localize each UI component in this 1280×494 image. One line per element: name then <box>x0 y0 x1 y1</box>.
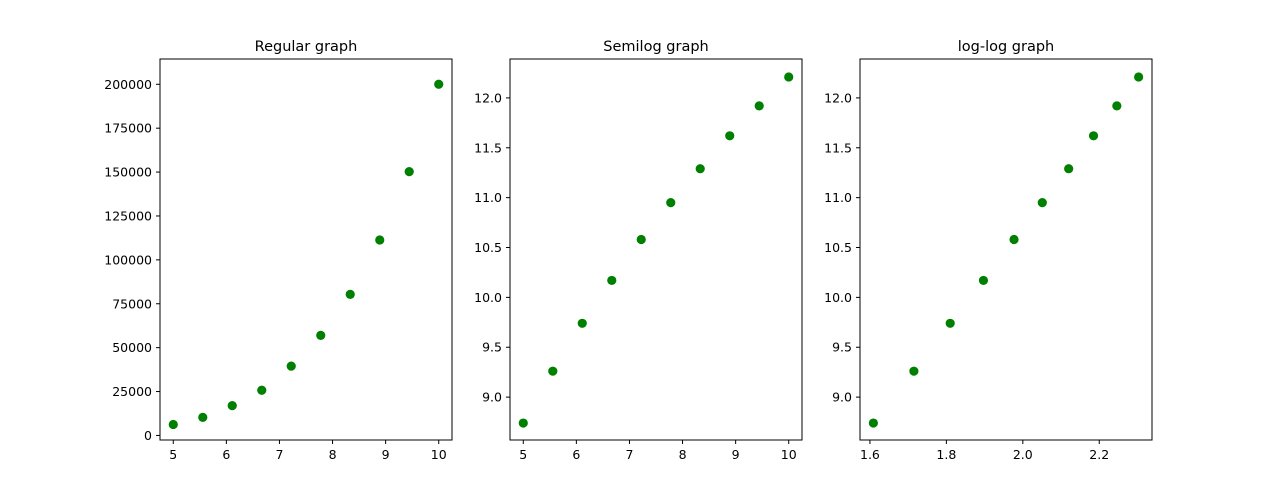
y-tick-label: 10.5 <box>474 240 502 255</box>
y-tick-label: 175000 <box>104 121 152 136</box>
data-point <box>978 275 989 286</box>
y-tick-label: 11.5 <box>824 140 852 155</box>
chart-title: log-log graph <box>958 39 1055 55</box>
y-tick-label: 50000 <box>112 340 152 355</box>
x-tick-label: 6 <box>572 447 580 462</box>
axes-frame <box>859 58 1153 441</box>
y-tick-label: 11.5 <box>474 140 502 155</box>
x-tick-label: 9 <box>732 447 740 462</box>
chart-title: Regular graph <box>255 39 358 55</box>
data-point <box>754 101 764 111</box>
regular-graph-panel: Regular graph 5 6 7 8 9 10 0 25000 50000 75000 100… <box>104 39 453 462</box>
data-point <box>577 318 587 328</box>
data-point <box>695 164 705 174</box>
y-tick-label: 9.0 <box>832 390 852 405</box>
data-point <box>636 234 646 245</box>
data-point <box>198 412 208 422</box>
y-tick-label: 10.0 <box>474 290 502 305</box>
x-tick-label: 8 <box>679 447 687 462</box>
data-point <box>607 275 617 286</box>
axes-frame <box>159 58 453 441</box>
data-point <box>784 72 794 82</box>
y-tick-label: 100000 <box>104 252 152 267</box>
x-tick-label: 7 <box>625 447 633 462</box>
y-tick-label: 9.0 <box>482 390 502 405</box>
y-tick-label: 11.0 <box>474 190 502 205</box>
data-point <box>434 79 444 89</box>
y-tick-label: 10.5 <box>824 240 852 255</box>
x-tick-label: 10 <box>781 447 797 462</box>
x-tick-label: 8 <box>329 447 337 462</box>
data-point <box>1037 198 1047 208</box>
x-tick-label: 5 <box>169 447 177 462</box>
x-tick-label: 2.0 <box>1013 447 1033 462</box>
data-point <box>257 385 267 395</box>
y-tick-label: 9.5 <box>482 340 502 355</box>
data-point <box>375 235 385 245</box>
data-point <box>286 361 296 371</box>
semilog-graph-panel: Semilog graph 5 6 7 8 9 10 9.0 9.5 10.0 10.5 11.0 1… <box>474 39 803 462</box>
x-tick-label: 9 <box>382 447 390 462</box>
y-tick-label: 125000 <box>104 208 152 223</box>
y-tick-label: 200000 <box>104 77 152 92</box>
data-point <box>945 318 955 328</box>
data-point <box>666 198 676 208</box>
data-point <box>1112 101 1122 111</box>
data-point <box>1064 164 1074 174</box>
data-point <box>168 419 178 430</box>
data-point <box>1088 131 1099 141</box>
x-tick-label: 1.6 <box>860 447 880 462</box>
data-point <box>868 418 878 428</box>
chart-title: Semilog graph <box>603 39 708 55</box>
y-tick-label: 12.0 <box>824 90 852 105</box>
y-tick-label: 150000 <box>104 165 152 180</box>
data-point <box>548 366 558 376</box>
x-tick-label: 2.2 <box>1089 447 1109 462</box>
data-point <box>1134 72 1144 82</box>
log-log-graph-panel: log-log graph 1.6 1.8 2.0 2.2 9.0 9.5 10.0 10.5… <box>824 39 1153 462</box>
x-tick-label: 6 <box>222 447 230 462</box>
y-tick-label: 11.0 <box>824 190 852 205</box>
y-tick-label: 25000 <box>112 384 152 399</box>
axes-frame <box>509 58 803 441</box>
x-tick-label: 1.8 <box>936 447 956 462</box>
y-tick-label: 10.0 <box>824 290 852 305</box>
data-point <box>227 400 237 411</box>
y-tick-label: 75000 <box>112 296 152 311</box>
y-tick-label: 0 <box>144 428 152 443</box>
y-tick-label: 9.5 <box>832 340 852 355</box>
data-point <box>518 418 528 428</box>
data-point <box>909 366 919 376</box>
data-point <box>345 289 355 299</box>
data-point <box>404 167 414 177</box>
x-tick-label: 5 <box>519 447 527 462</box>
data-point <box>1009 234 1019 245</box>
x-tick-label: 10 <box>431 447 447 462</box>
x-tick-label: 7 <box>275 447 283 462</box>
data-point <box>725 131 735 141</box>
y-tick-label: 12.0 <box>474 90 502 105</box>
data-point <box>316 330 326 340</box>
